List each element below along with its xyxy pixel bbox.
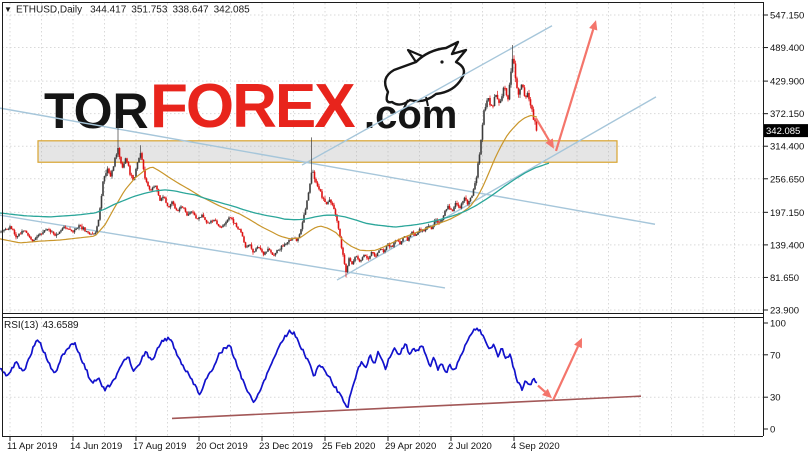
time-axis-label: 2 Jul 2020 — [448, 441, 492, 452]
grid-layer — [2, 3, 763, 436]
price-rally-arrow[interactable] — [554, 28, 595, 152]
price-pullback-arrow[interactable] — [535, 117, 551, 142]
price-axis-label: 547.150 — [770, 11, 804, 22]
rsi-rally-arrow-head — [574, 337, 582, 349]
descending-channel-upper-line[interactable] — [0, 107, 656, 225]
price-axis-label: 23.900 — [770, 306, 799, 317]
rsi-line — [0, 327, 538, 409]
header-layer: ▼ ETHUSD,Daily 344.417 351.753 338.647 342.0… — [4, 5, 250, 332]
time-axis-label: 4 Sep 2020 — [511, 441, 560, 452]
ma-slow-line — [0, 162, 550, 228]
price-axis-label: 314.400 — [770, 142, 804, 153]
rsi-axis-label: 70 — [770, 350, 781, 361]
time-axis-label: 11 Apr 2019 — [7, 441, 58, 452]
current-price-tag — [764, 124, 808, 138]
price-axis-label: 429.900 — [770, 77, 804, 88]
watermark-tor-text: TOR — [44, 83, 149, 139]
analysis-objects-layer — [0, 25, 657, 289]
bull-logo-icon — [383, 40, 468, 109]
price-pullback-arrow-head — [545, 138, 554, 149]
descending-channel-lower-line[interactable] — [0, 214, 446, 289]
price-axis-label: 197.150 — [770, 208, 804, 219]
price-axis-label: 372.150 — [770, 109, 804, 120]
time-axis-label: 17 Aug 2019 — [133, 441, 186, 452]
chart-title-ohlc: ETHUSD,Daily 344.417 351.753 338.647 342.085 — [16, 5, 250, 16]
rsi-axis-label: 0 — [770, 425, 775, 436]
time-axis-label: 23 Dec 2019 — [259, 441, 313, 452]
rsi-axis-label: 30 — [770, 393, 781, 404]
ascending-channel-upper-line[interactable] — [301, 25, 553, 166]
time-axis-label: 14 Jun 2019 — [70, 441, 122, 452]
rsi-indicator-label: RSI(13) 43.6589 — [4, 320, 79, 331]
watermark-forex-text: FOREX — [150, 72, 355, 141]
time-axis-label: 20 Oct 2019 — [196, 441, 248, 452]
price-axis[interactable]: 547.150 489.400 429.900 372.150 314.400 256.6… — [763, 11, 808, 317]
rsi-axis[interactable]: 100 70 30 0 — [763, 319, 786, 436]
current-price-tag-label: 342.085 — [766, 126, 800, 137]
symbol-dropdown-icon[interactable]: ▼ — [4, 5, 12, 14]
time-axis-label: 25 Feb 2020 — [322, 441, 375, 452]
rsi-rally-arrow[interactable] — [552, 345, 580, 401]
rsi-support-trendline[interactable] — [171, 395, 642, 420]
forecast-arrows-layer — [535, 20, 598, 401]
price-series-layer — [0, 45, 642, 420]
price-axis-label: 489.400 — [770, 43, 804, 54]
torforex-watermark: TOR FOREX .com — [44, 40, 468, 141]
time-axis-label: 29 Apr 2020 — [385, 441, 436, 452]
ma-fast-line — [0, 114, 538, 252]
time-axis[interactable]: 11 Apr 2019 14 Jun 2019 17 Aug 2019 20 Oct … — [7, 436, 560, 453]
rsi-axis-label: 100 — [770, 319, 786, 330]
price-axis-label: 139.400 — [770, 240, 804, 251]
price-rally-arrow-head — [589, 20, 598, 31]
price-axis-label: 81.650 — [770, 273, 799, 284]
price-axis-label: 256.650 — [770, 174, 804, 185]
rsi-pullback-arrow-head — [542, 388, 552, 399]
rsi-pullback-arrow[interactable] — [537, 384, 546, 393]
ascending-channel-lower-line[interactable] — [336, 96, 657, 281]
